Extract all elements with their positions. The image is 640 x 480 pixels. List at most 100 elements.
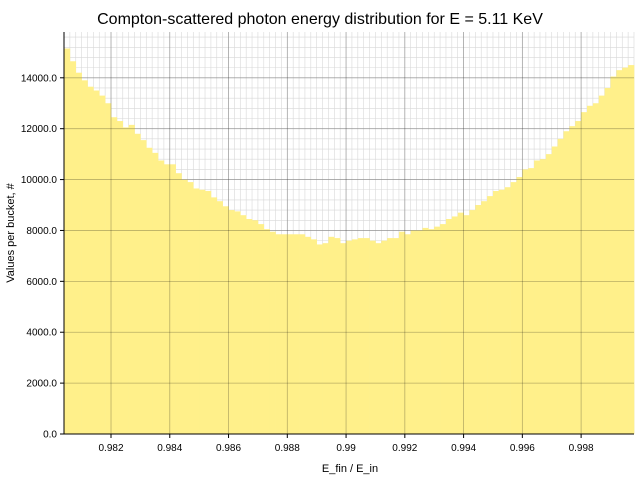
histogram-bar: [328, 236, 335, 434]
histogram-bar: [440, 224, 447, 434]
histogram-bar: [75, 72, 82, 434]
histogram-bar: [487, 196, 494, 434]
histogram-bar: [604, 87, 611, 435]
x-tick-label: 0.998: [569, 443, 594, 454]
histogram-bar: [281, 234, 288, 434]
histogram-bar: [152, 152, 159, 434]
histogram-bar: [263, 229, 270, 434]
histogram-bar: [199, 189, 206, 434]
y-tick-label: 8000.0: [26, 226, 57, 237]
x-tick-label: 0.984: [157, 443, 182, 454]
histogram-bar: [481, 201, 488, 434]
histogram-bar: [457, 212, 464, 434]
histogram-bar: [340, 243, 347, 434]
histogram-bar: [205, 191, 212, 434]
y-tick-label: 12000.0: [21, 124, 58, 135]
histogram-bar: [551, 146, 558, 435]
x-tick-label: 0.996: [510, 443, 535, 454]
histogram-bar: [210, 197, 218, 434]
x-tick-label: 0.986: [216, 443, 241, 454]
histogram-bar: [187, 182, 194, 434]
histogram-bar: [181, 179, 188, 434]
histogram-bar: [498, 189, 506, 434]
histogram-bar: [434, 226, 441, 434]
histogram-bar: [357, 238, 364, 434]
histogram-bar: [158, 160, 165, 434]
histogram-bar: [134, 133, 141, 434]
histogram-bar: [428, 229, 435, 434]
histogram-bar: [269, 231, 276, 434]
histogram-bar: [246, 219, 253, 434]
y-axis-ticks: 0.0 2000.0 4000.0 6000.0 8000.0 10000.0 12000.…: [21, 73, 64, 441]
histogram-bar: [93, 90, 100, 435]
histogram-bar: [622, 67, 629, 435]
histogram-bar: [216, 201, 223, 434]
histogram-bar: [581, 112, 588, 434]
histogram-bar: [610, 76, 617, 434]
histogram-bar: [539, 159, 547, 434]
histogram-bar: [240, 215, 247, 434]
histogram-bar: [299, 234, 306, 434]
x-tick-label: 0.992: [392, 443, 417, 454]
histogram-bar: [393, 238, 400, 434]
histogram-bar: [169, 164, 176, 434]
histogram-bar: [99, 95, 106, 434]
histogram-bar: [351, 239, 359, 434]
histogram-bar: [175, 173, 182, 434]
histogram-bar: [534, 160, 541, 434]
histogram-bar: [287, 234, 294, 434]
x-tick-label: 0.994: [451, 443, 476, 454]
histogram-bar: [140, 140, 147, 434]
histogram-bar: [592, 103, 600, 434]
histogram-bar: [375, 243, 382, 434]
histogram-bar: [275, 234, 282, 434]
y-tick-label: 2000.0: [26, 379, 57, 390]
histogram-bar: [146, 147, 153, 435]
histogram-bar: [369, 240, 376, 434]
histogram-bar: [416, 230, 423, 434]
x-tick-label: 0.99: [336, 443, 356, 454]
histogram-bar: [252, 220, 259, 434]
histogram-bar: [87, 86, 94, 435]
histogram-bar: [398, 231, 406, 434]
histogram-bar: [422, 227, 429, 434]
histogram-bar: [293, 234, 300, 434]
histogram-bar: [81, 80, 88, 435]
x-axis-label: E_fin / E_in: [322, 463, 378, 475]
histogram-bar: [451, 216, 459, 434]
histogram-bar: [404, 234, 412, 434]
histogram-bar: [234, 211, 241, 434]
histogram-bar: [569, 126, 576, 434]
histogram-bar: [69, 61, 77, 435]
y-tick-label: 14000.0: [21, 73, 58, 84]
histogram-bar: [616, 70, 623, 435]
histogram-bar: [598, 95, 605, 434]
histogram-bar: [522, 169, 529, 435]
y-tick-label: 4000.0: [26, 328, 57, 339]
histogram-bar: [545, 154, 553, 434]
histogram-bar: [563, 131, 570, 434]
histogram-bars: [64, 48, 635, 435]
histogram-bar: [492, 191, 500, 434]
histogram-bar: [387, 238, 394, 434]
histogram-bar: [116, 121, 124, 435]
histogram-bar: [628, 65, 635, 434]
histogram-bar: [316, 244, 323, 434]
histogram-bar: [586, 105, 594, 434]
histogram-bar: [304, 236, 312, 434]
histogram-bar: [228, 210, 235, 434]
histogram-bar: [381, 240, 388, 434]
histogram-bar: [322, 243, 329, 434]
histogram-bar: [346, 240, 353, 434]
x-tick-label: 0.988: [275, 443, 300, 454]
histogram-bar: [163, 164, 171, 434]
histogram-bar: [111, 117, 118, 434]
histogram-bar: [193, 188, 200, 434]
histogram-bar: [469, 210, 476, 434]
histogram-bar: [257, 224, 265, 434]
histogram-bar: [557, 138, 564, 434]
histogram-bar: [445, 219, 453, 434]
histogram-bar: [528, 168, 535, 435]
histogram-bar: [105, 103, 112, 434]
